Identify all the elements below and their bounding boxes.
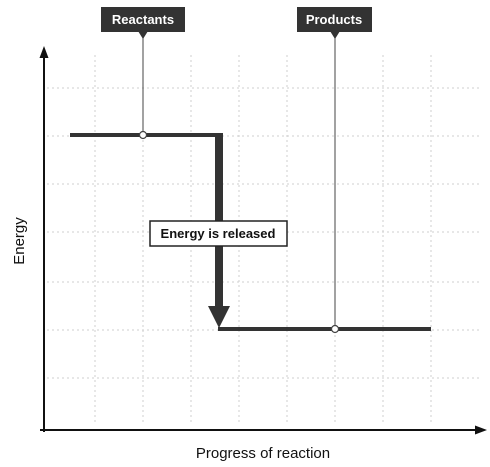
products-label: Products bbox=[306, 12, 362, 27]
x-axis-arrow-icon bbox=[475, 425, 487, 435]
reactants-label: Reactants bbox=[112, 12, 174, 27]
reactants-marker bbox=[138, 130, 148, 140]
energy-released-callout: Energy is released bbox=[149, 220, 288, 247]
y-axis bbox=[39, 46, 49, 432]
arrow-down-icon bbox=[208, 306, 230, 328]
energy-released-label: Energy is released bbox=[161, 226, 276, 241]
reactants-tag: Reactants bbox=[101, 7, 185, 39]
x-axis-label: Progress of reaction bbox=[196, 445, 330, 462]
products-tag: Products bbox=[297, 7, 372, 39]
energy-released-arrow bbox=[208, 133, 230, 328]
x-axis bbox=[40, 425, 487, 435]
y-axis-arrow-icon bbox=[39, 46, 49, 58]
products-marker bbox=[330, 324, 340, 334]
y-axis-label: Energy bbox=[11, 217, 28, 265]
